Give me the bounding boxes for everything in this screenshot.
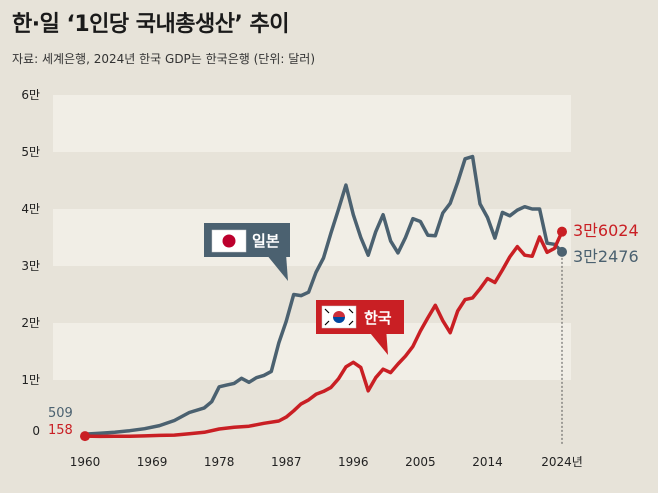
japan-flag-icon [211, 229, 247, 253]
x-tick-label: 2014 [472, 455, 503, 469]
legend-korea-pointer [366, 328, 388, 355]
y-tick-label: 1만 [21, 373, 40, 387]
legend-korea-label: 한국 [364, 309, 392, 327]
y-tick-label: 5만 [21, 145, 40, 159]
y-tick-label: 4만 [21, 202, 40, 216]
grid-band [53, 209, 571, 266]
series-start-point [80, 431, 90, 442]
y-tick-label: 3만 [21, 259, 40, 273]
series-lines [80, 154, 567, 442]
x-tick-label: 1987 [271, 455, 302, 469]
x-tick-label: 1978 [204, 455, 235, 469]
korea-end-point [557, 226, 567, 237]
y-axis: 0 1만 2만 3만 4만 5만 6만 [21, 88, 40, 438]
korea-series-line [83, 229, 564, 439]
japan-end-value: 3만2476 [573, 247, 639, 266]
grid-bands [53, 95, 571, 380]
japan-series-line [83, 154, 564, 436]
legend-japan-pointer [266, 254, 288, 281]
japan-end-point [557, 246, 567, 257]
korea-start-value: 158 [48, 423, 73, 438]
grid-band [53, 323, 571, 380]
korea-flag-icon [321, 305, 357, 329]
x-tick-label: 2024년 [541, 455, 583, 469]
grid-band [53, 95, 571, 152]
y-tick-label: 0 [32, 424, 40, 438]
legend-japan-label: 일본 [252, 232, 280, 250]
y-tick-label: 2만 [21, 316, 40, 330]
x-tick-label: 1960 [70, 455, 101, 469]
legend-japan: 일본 [204, 223, 290, 281]
chart-title: 한·일 ‘1인당 국내총생산’ 추이 [12, 12, 290, 37]
x-tick-label: 2005 [405, 455, 436, 469]
legend-korea: 한국 [316, 300, 404, 355]
x-tick-label: 1996 [338, 455, 369, 469]
korea-end-value: 3만6024 [573, 221, 639, 240]
y-tick-label: 6만 [21, 88, 40, 102]
x-tick-label: 1969 [137, 455, 168, 469]
japan-start-value: 509 [48, 406, 73, 421]
x-axis: 1960 1969 1978 1987 1996 2005 2014 2024년 [70, 455, 583, 469]
chart-source-note: 자료: 세계은행, 2024년 한국 GDP는 한국은행 (단위: 달러) [12, 52, 316, 66]
